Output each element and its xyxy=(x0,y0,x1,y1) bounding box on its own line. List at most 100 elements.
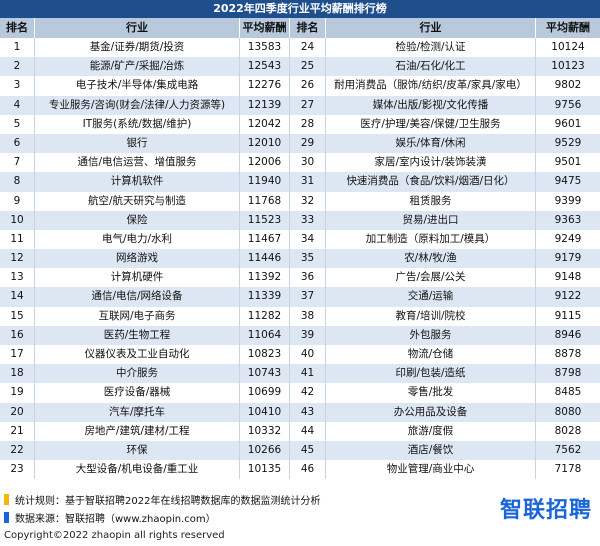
data-source-text: 数据来源：智联招聘（www.zhaopin.com） xyxy=(15,514,216,525)
table-row: 8 计算机软件 11940 31 快速消费品（食品/饮料/烟酒/日化） 9475 xyxy=(0,172,600,192)
salary-cell: 11339 xyxy=(240,287,290,307)
table-header: 排名 行业 平均薪酬 排名 行业 平均薪酬 xyxy=(0,18,600,38)
data-source-note: 数据来源：智联招聘（www.zhaopin.com） xyxy=(4,510,216,525)
rank-cell-2: 24 xyxy=(290,38,326,58)
salary-cell: 12139 xyxy=(240,95,290,115)
table-row: 4 专业服务/咨询(财会/法律/人力资源等) 12139 27 媒体/出版/影视/文化传… xyxy=(0,95,600,115)
industry-cell-2: 娱乐/体育/休闲 xyxy=(326,133,536,154)
salary-cell: 10823 xyxy=(240,345,290,365)
salary-cell: 11064 xyxy=(240,325,290,345)
blue-marker-icon xyxy=(4,512,9,523)
salary-cell: 11768 xyxy=(240,191,290,211)
salary-cell: 12006 xyxy=(240,153,290,173)
industry-cell-2: 办公用品及设备 xyxy=(326,402,536,422)
industry-cell-2: 医疗/护理/美容/保健/卫生服务 xyxy=(326,114,536,134)
industry-cell-2: 加工制造（原料加工/模具） xyxy=(326,229,536,250)
rank-cell-2: 37 xyxy=(290,287,326,307)
salary-cell: 13583 xyxy=(240,38,290,58)
table-title: 2022年四季度行业平均薪酬排行榜 xyxy=(0,0,600,18)
industry-cell: 银行 xyxy=(35,133,240,154)
table-row: 12 网络游戏 11446 35 农/林/牧/渔 9179 xyxy=(0,249,600,269)
rank-cell: 22 xyxy=(0,440,35,461)
industry-cell: 网络游戏 xyxy=(35,249,240,269)
industry-cell-2: 物业管理/商业中心 xyxy=(326,460,536,480)
salary-cell-2: 8485 xyxy=(554,386,582,399)
industry-cell-2: 石油/石化/化工 xyxy=(326,57,536,77)
salary-cell-2: 8878 xyxy=(554,348,582,360)
industry-cell: 大型设备/机电设备/重工业 xyxy=(35,460,240,480)
salary-cell-2: 9249 xyxy=(554,232,582,245)
rank-cell-2: 30 xyxy=(290,153,326,173)
salary-cell-2: 7178 xyxy=(554,463,582,476)
salary-cell: 12543 xyxy=(240,57,290,77)
industry-cell: 中介服务 xyxy=(35,364,240,384)
industry-cell: 互联网/电子商务 xyxy=(35,306,240,326)
salary-cell-2: 10124 xyxy=(551,41,585,53)
salary-cell-2: 9802 xyxy=(554,79,582,92)
salary-cell-2: 9148 xyxy=(554,271,582,284)
rank-cell: 11 xyxy=(0,229,35,250)
industry-cell-2: 家居/室内设计/装饰装潢 xyxy=(326,153,536,173)
industry-cell: 通信/电信/网络设备 xyxy=(35,287,240,307)
salary-cell: 11940 xyxy=(240,172,290,192)
rank-cell-2: 45 xyxy=(290,440,326,461)
rank-cell: 5 xyxy=(0,114,35,134)
rank-cell-2: 38 xyxy=(290,306,326,326)
rank-cell: 10 xyxy=(0,210,35,230)
industry-cell-2: 农/林/牧/渔 xyxy=(326,249,536,269)
rank-cell-2: 29 xyxy=(290,133,326,154)
rank-cell: 23 xyxy=(0,460,35,480)
rank-cell: 16 xyxy=(0,325,35,345)
industry-cell-2: 旅游/度假 xyxy=(326,421,536,441)
industry-cell-2: 租赁服务 xyxy=(326,191,536,211)
rank-cell: 20 xyxy=(0,402,35,422)
table-row: 21 房地产/建筑/建材/工程 10332 44 旅游/度假 8028 xyxy=(0,421,600,441)
rank-cell: 6 xyxy=(0,133,35,154)
header-rank: 排名 xyxy=(0,18,35,38)
salary-cell: 12010 xyxy=(240,133,290,154)
table-row: 2 能源/矿产/采掘/冶炼 12543 25 石油/石化/化工 10123 xyxy=(0,57,600,77)
table-row: 11 电气/电力/水利 11467 34 加工制造（原料加工/模具） 9249 xyxy=(0,229,600,250)
salary-cell: 10332 xyxy=(240,421,290,441)
salary-cell-2: 9601 xyxy=(554,117,582,130)
header-rank-2: 排名 xyxy=(290,18,326,38)
salary-cell: 12276 xyxy=(240,76,290,96)
table-row: 19 医疗设备/器械 10699 42 零售/批发 8485 xyxy=(0,383,600,403)
industry-cell: 通信/电信运营、增值服务 xyxy=(35,153,240,173)
industry-cell: 航空/航天研究与制造 xyxy=(35,191,240,211)
table-row: 9 航空/航天研究与制造 11768 32 租赁服务 9399 xyxy=(0,191,600,211)
rank-cell: 13 xyxy=(0,268,35,288)
industry-cell-2: 快速消费品（食品/饮料/烟酒/日化） xyxy=(326,172,536,192)
table-row: 3 电子技术/半导体/集成电路 12276 26 耐用消费品（服饰/纺织/皮革/家具/家… xyxy=(0,76,600,96)
salary-cell-2: 8798 xyxy=(554,367,582,380)
rank-cell: 21 xyxy=(0,421,35,441)
rank-cell-2: 42 xyxy=(290,383,326,403)
salary-cell-2: 7562 xyxy=(554,443,582,456)
rank-cell: 1 xyxy=(0,38,35,58)
industry-cell: 仪器仪表及工业自动化 xyxy=(35,345,240,365)
footer: 统计规则：基于智联招聘2022年在线招聘数据库的数据监测统计分析 数据来源：智联… xyxy=(0,480,600,546)
salary-cell-2: 9399 xyxy=(554,194,582,207)
table-row: 1 基金/证券/期货/投资 13583 24 检验/检测/认证 10124 xyxy=(0,38,600,58)
rank-cell: 15 xyxy=(0,306,35,326)
rank-cell-2: 32 xyxy=(290,191,326,211)
rank-cell-2: 43 xyxy=(290,402,326,422)
industry-cell: IT服务(系统/数据/维护) xyxy=(35,114,240,134)
rank-cell-2: 33 xyxy=(290,210,326,230)
rank-cell-2: 31 xyxy=(290,172,326,192)
salary-cell-2: 9115 xyxy=(554,309,582,322)
salary-cell: 10266 xyxy=(240,440,290,461)
table-row: 6 银行 12010 29 娱乐/体育/休闲 9529 xyxy=(0,133,600,154)
salary-cell: 10699 xyxy=(240,383,290,403)
industry-cell: 保险 xyxy=(35,210,240,230)
salary-cell-2: 9363 xyxy=(554,213,582,226)
rank-cell-2: 46 xyxy=(290,460,326,480)
header-salary: 平均薪酬 xyxy=(240,18,290,38)
rank-cell-2: 27 xyxy=(290,95,326,115)
rank-cell-2: 39 xyxy=(290,325,326,345)
industry-cell-2: 耐用消费品（服饰/纺织/皮革/家具/家电） xyxy=(326,76,536,96)
salary-cell: 11523 xyxy=(240,210,290,230)
industry-cell: 电气/电力/水利 xyxy=(35,229,240,250)
rank-cell: 8 xyxy=(0,172,35,192)
industry-cell-2: 媒体/出版/影视/文化传播 xyxy=(326,95,536,115)
